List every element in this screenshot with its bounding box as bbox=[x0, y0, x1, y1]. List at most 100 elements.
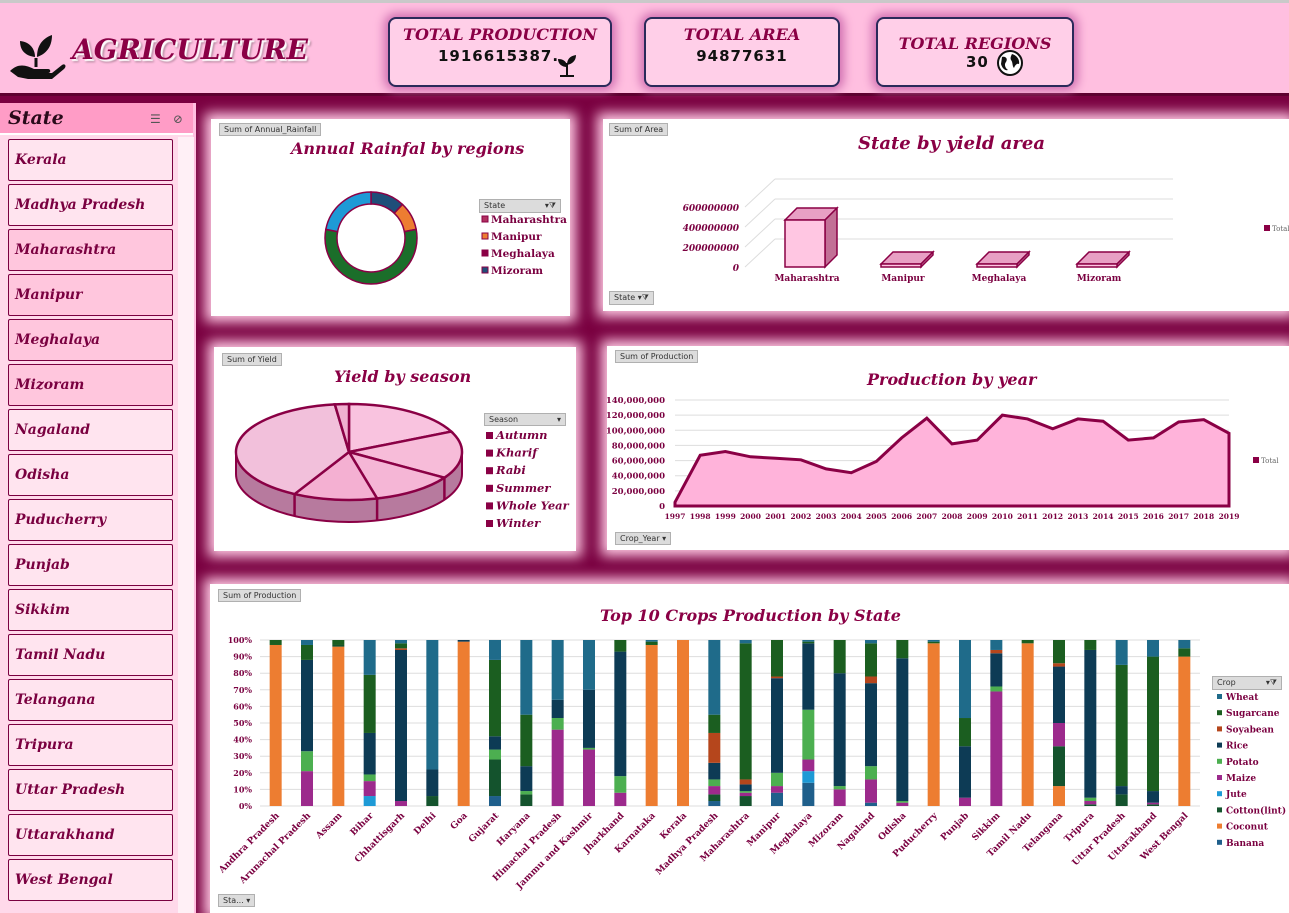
state-filter-button[interactable]: State ▾⧩ bbox=[609, 291, 654, 305]
x-tick-label: Delhi bbox=[412, 811, 439, 838]
slicer-item[interactable]: Telangana bbox=[8, 679, 173, 721]
stacked-bar-segment bbox=[583, 640, 595, 690]
slicer-item[interactable]: Nagaland bbox=[8, 409, 173, 451]
stacked-bar-segment bbox=[551, 718, 564, 730]
stacked-bar-segment bbox=[708, 640, 721, 715]
legend-label: Jute bbox=[1225, 790, 1247, 800]
stacked-bar-segment bbox=[865, 779, 877, 803]
field-tag[interactable]: Sum of Annual_Rainfall bbox=[219, 123, 322, 136]
slicer-item[interactable]: Manipur bbox=[8, 274, 173, 316]
filter-label: Crop_Year bbox=[620, 534, 660, 543]
slicer-item[interactable]: West Bengal bbox=[8, 859, 173, 901]
state-filter-button[interactable]: Sta... ▾ bbox=[218, 894, 256, 907]
slicer-item[interactable]: Uttar Pradesh bbox=[8, 769, 173, 811]
slicer-item[interactable]: Maharashtra bbox=[8, 229, 173, 271]
legend-swatch bbox=[481, 249, 489, 257]
y-tick-label: 0 bbox=[733, 264, 740, 274]
top10-panel: Sum of Production Top 10 Crops Productio… bbox=[210, 584, 1289, 913]
y-tick-label: 30% bbox=[233, 751, 252, 761]
kpi-value: 94877631 bbox=[696, 47, 788, 65]
season-pie-chart: Autumn Kharif Rabi Summer Whole Year Winter bbox=[234, 402, 570, 530]
stacked-bar-segment bbox=[708, 762, 721, 780]
slicer-item[interactable]: Puducherry bbox=[8, 499, 173, 541]
stacked-bar-segment bbox=[771, 676, 783, 679]
stacked-bar-segment bbox=[802, 782, 815, 806]
stacked-bar-segment bbox=[395, 648, 407, 650]
slicer-item[interactable]: Odisha bbox=[8, 454, 173, 496]
x-tick-label: Manipur bbox=[881, 274, 925, 284]
multi-select-icon[interactable]: ☰ bbox=[150, 112, 161, 126]
stacked-bar-segment bbox=[739, 784, 752, 792]
state-filter-button[interactable]: State ▾⧩ bbox=[479, 199, 561, 213]
stacked-bar-segment bbox=[959, 640, 971, 719]
legend-swatch bbox=[1217, 710, 1222, 716]
stacked-bar-segment bbox=[332, 644, 345, 647]
plant-icon bbox=[558, 55, 576, 77]
stacked-bar-segment bbox=[865, 676, 877, 684]
stacked-bar-segment bbox=[771, 772, 783, 787]
crop-year-filter-button[interactable]: Crop_Year ▾ bbox=[615, 532, 672, 545]
stacked-bar-segment bbox=[1084, 640, 1097, 650]
x-tick-label: Goa bbox=[449, 811, 470, 832]
slicer-item[interactable]: Uttarakhand bbox=[8, 814, 173, 856]
y-tick-label: 120,000,000 bbox=[607, 411, 665, 421]
x-tick-label: Uttar Pradesh bbox=[1071, 811, 1128, 868]
y-tick-label: 90% bbox=[233, 652, 252, 662]
stacked-bar-segment bbox=[1178, 656, 1191, 806]
stacked-bar-segment bbox=[614, 651, 627, 777]
x-tick-label: Odisha bbox=[877, 811, 909, 843]
x-tick-label: Meghalaya bbox=[972, 274, 1027, 284]
crop-filter-button[interactable]: Crop ▾⧩ bbox=[1212, 676, 1282, 690]
x-tick-label: 2011 bbox=[1017, 512, 1038, 521]
production-year-panel: Sum of Production Production by year 140… bbox=[607, 346, 1289, 550]
legend-swatch bbox=[486, 484, 493, 492]
filter-label: Season bbox=[489, 415, 519, 424]
slicer-item[interactable]: Mizoram bbox=[8, 364, 173, 406]
field-tag[interactable]: Sum of Area bbox=[609, 123, 669, 136]
top10-stacked-bar-chart: 100%90%80%70%60%50%40%30%20%10%0%Andhra … bbox=[217, 635, 1286, 892]
kpi-total-regions: TOTAL REGIONS 30 bbox=[876, 17, 1074, 87]
stacked-bar-segment bbox=[583, 749, 595, 806]
stacked-bar-segment bbox=[708, 732, 721, 763]
kpi-value: 1916615387. bbox=[438, 47, 560, 65]
pie-slice bbox=[291, 450, 380, 502]
stacked-bar-segment bbox=[1053, 723, 1065, 747]
stacked-bar-segment bbox=[645, 644, 658, 806]
legend-swatch bbox=[1217, 726, 1222, 732]
filter-label: State bbox=[484, 201, 506, 210]
filter-label: Crop bbox=[1217, 678, 1236, 687]
legend-swatch bbox=[481, 215, 489, 223]
stacked-bar-segment bbox=[1084, 797, 1097, 802]
slicer-item[interactable]: Tamil Nadu bbox=[8, 634, 173, 676]
chart-title: Annual Rainfal by regions bbox=[291, 139, 525, 158]
slicer-item[interactable]: Madhya Pradesh bbox=[8, 184, 173, 226]
legend-swatch bbox=[1217, 694, 1222, 699]
slicer-item[interactable]: Meghalaya bbox=[8, 319, 173, 361]
stacked-bar-segment bbox=[833, 640, 846, 674]
y-tick-label: 0% bbox=[239, 801, 253, 811]
gridline bbox=[744, 218, 776, 248]
slicer-scrollbar[interactable] bbox=[178, 137, 194, 913]
filter-icon: ▾⧩ bbox=[544, 201, 556, 210]
stacked-bar-segment bbox=[833, 786, 846, 790]
x-tick-label: 2000 bbox=[740, 512, 761, 521]
rainfall-donut-chart: Maharashtra Manipur Meghalaya Mizoram bbox=[324, 191, 567, 285]
legend-swatch bbox=[1217, 791, 1222, 797]
stacked-bar-segment bbox=[1115, 640, 1128, 665]
slicer-item[interactable]: Punjab bbox=[8, 544, 173, 586]
season-filter-button[interactable]: Season ▾ bbox=[484, 413, 566, 426]
clear-filter-icon[interactable]: ⊘ bbox=[173, 112, 184, 126]
slicer-item[interactable]: Sikkim bbox=[8, 589, 173, 631]
slicer-item[interactable]: Kerala bbox=[8, 139, 173, 181]
field-tag[interactable]: Sum of Production bbox=[615, 350, 699, 363]
slicer-item[interactable]: Tripura bbox=[8, 724, 173, 766]
stacked-bar-segment bbox=[1178, 640, 1191, 649]
stacked-bar-segment bbox=[301, 751, 313, 772]
field-tag[interactable]: Sum of Yield bbox=[222, 353, 282, 366]
x-tick-label: 2007 bbox=[916, 512, 937, 521]
legend-swatch bbox=[486, 449, 493, 457]
field-tag[interactable]: Sum of Production bbox=[218, 589, 302, 602]
stacked-bar-segment bbox=[959, 718, 971, 747]
legend-label: Summer bbox=[496, 481, 551, 495]
filter-icon: ▾⧩ bbox=[1265, 678, 1277, 687]
